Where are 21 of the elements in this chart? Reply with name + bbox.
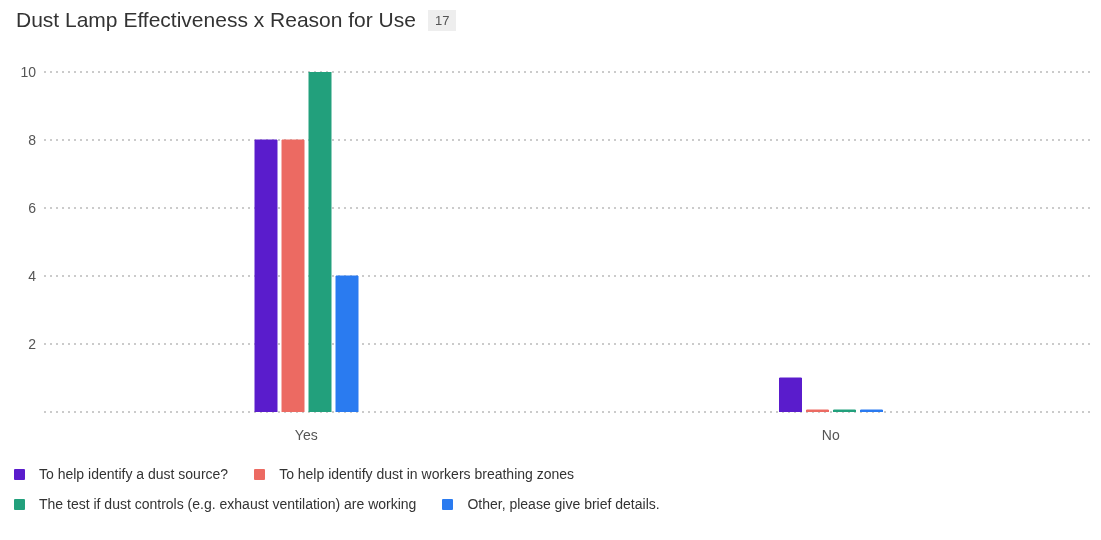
bar	[254, 139, 278, 412]
chart-title: Dust Lamp Effectiveness x Reason for Use	[16, 8, 416, 32]
bar	[833, 409, 856, 412]
y-tick-label: 8	[28, 131, 37, 148]
legend-label: Other, please give brief details.	[467, 496, 660, 512]
y-tick-label: 2	[28, 335, 37, 352]
chart-subtitle: 17	[427, 9, 457, 31]
y-tick-label: 4	[28, 267, 37, 284]
y-tick-label: 10	[20, 63, 37, 80]
x-tick-label: No	[821, 426, 840, 443]
legend-label: The test if dust controls (e.g. exhaust ventilation) are working	[39, 496, 417, 512]
x-tick-label: Yes	[294, 426, 318, 443]
bar	[806, 409, 829, 412]
bar	[281, 139, 305, 412]
bar	[779, 377, 802, 412]
bar	[308, 72, 332, 412]
bar	[335, 275, 359, 412]
y-tick-label: 6	[28, 199, 37, 216]
legend-label: To help identify a dust source?	[39, 466, 229, 482]
bar	[860, 409, 883, 412]
legend-label: To help identify dust in workers breathing zones	[279, 466, 575, 482]
